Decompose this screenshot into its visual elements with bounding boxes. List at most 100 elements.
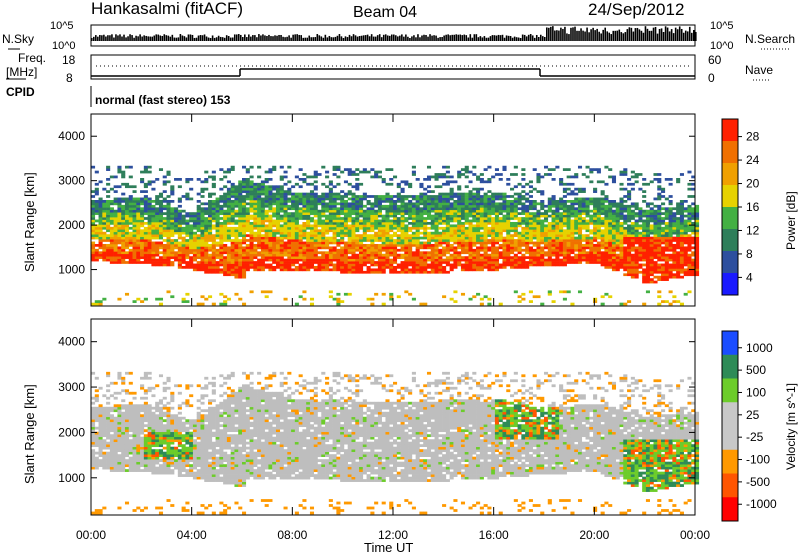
power-cell — [325, 192, 330, 196]
power-cell — [457, 219, 462, 223]
power-cell — [559, 180, 564, 184]
power-cell — [260, 263, 265, 267]
power-cell — [340, 246, 345, 250]
power-cell — [275, 195, 281, 198]
power-cell — [170, 209, 175, 213]
power-cell — [113, 222, 118, 225]
power-cell — [166, 170, 171, 174]
power-cell — [283, 207, 288, 211]
power-cell — [298, 234, 303, 237]
power-cell — [272, 200, 277, 203]
power-cell — [528, 253, 533, 257]
power-cell — [645, 270, 650, 274]
nsky-bar — [169, 36, 172, 41]
power-cell — [230, 185, 235, 189]
power-cell — [359, 248, 364, 252]
power-cell — [147, 251, 152, 255]
power-cell — [272, 234, 277, 237]
power-cell — [419, 212, 424, 215]
power-cell — [472, 229, 477, 233]
power-cell — [117, 236, 122, 240]
power-cell — [404, 270, 409, 274]
power-cell — [94, 248, 99, 252]
power-cell — [574, 236, 579, 240]
power-cell — [223, 244, 228, 247]
power-cell — [109, 236, 114, 240]
power-cell — [151, 253, 156, 257]
power-cell — [540, 214, 545, 218]
power-cell — [619, 204, 624, 208]
power-cell — [559, 229, 564, 233]
power-cell — [294, 246, 299, 250]
power-cell — [98, 200, 103, 203]
nsky-bar — [451, 34, 453, 41]
power-cell — [551, 234, 556, 237]
power-cell — [566, 246, 571, 250]
power-cell — [106, 195, 111, 198]
power-cell — [94, 207, 99, 211]
power-cell — [419, 263, 424, 267]
nsky-bar — [219, 36, 222, 41]
power-cell — [321, 195, 326, 198]
power-cell — [208, 295, 213, 299]
power-cell — [332, 192, 337, 196]
power-cell — [298, 209, 303, 213]
power-cell — [257, 253, 262, 257]
power-cell — [287, 251, 292, 255]
power-cell — [415, 207, 420, 211]
power-cell — [226, 239, 231, 242]
power-cell — [423, 202, 428, 206]
power-cell — [272, 207, 277, 211]
power-cell — [619, 251, 624, 255]
power-cell — [275, 256, 281, 259]
power-cell — [385, 226, 390, 230]
power-cell — [128, 236, 133, 240]
power-cell — [336, 234, 341, 237]
power-cell — [226, 256, 231, 259]
nsky-bar — [153, 35, 156, 41]
power-cell — [132, 234, 137, 237]
power-cell — [468, 268, 473, 272]
power-cell — [389, 241, 394, 245]
power-cell — [570, 175, 575, 179]
power-cell — [351, 202, 356, 206]
power-cell — [155, 224, 160, 228]
power-cell — [162, 263, 167, 267]
power-cell — [615, 246, 620, 250]
power-cell — [623, 234, 628, 237]
power-cell — [317, 222, 322, 225]
power-cell — [411, 214, 416, 218]
power-cell — [426, 231, 432, 235]
power-cell — [453, 261, 458, 264]
power-cell — [151, 180, 156, 184]
power-cell — [494, 207, 499, 211]
power-cell — [649, 239, 654, 242]
power-cell — [453, 236, 458, 240]
power-cell — [166, 173, 171, 176]
power-cell — [268, 226, 273, 230]
power-cell — [332, 246, 337, 250]
power-cell — [234, 231, 239, 235]
power-cell — [513, 234, 518, 237]
power-cell — [196, 178, 201, 181]
power-cell — [102, 234, 107, 237]
power-cell — [608, 204, 613, 208]
power-cell — [351, 224, 356, 228]
power-cell — [528, 217, 533, 220]
power-cell — [321, 266, 326, 269]
power-cell — [257, 251, 262, 255]
power-cell — [98, 212, 103, 215]
power-cell — [494, 231, 499, 235]
power-cell — [396, 266, 401, 269]
power-cell — [317, 258, 322, 262]
power-cell — [113, 226, 118, 230]
power-cell — [234, 187, 239, 191]
power-cell — [298, 214, 303, 218]
power-cell — [377, 263, 382, 267]
power-cell — [510, 217, 515, 220]
power-cell — [109, 253, 114, 257]
power-cell — [313, 204, 318, 208]
power-cell — [170, 226, 175, 230]
power-cell — [430, 175, 435, 179]
power-cell — [272, 256, 277, 259]
